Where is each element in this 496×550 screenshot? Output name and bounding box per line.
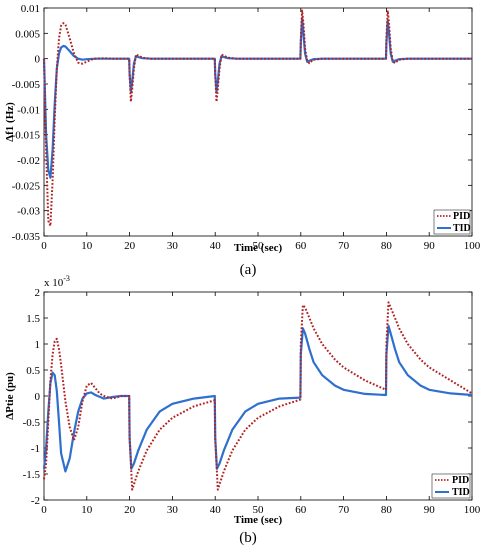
chart-a-xtick-label: 100: [464, 240, 481, 252]
chart-a-ytick-label: -0.035: [12, 231, 41, 243]
chart-a-ytick-label: 0.01: [21, 3, 40, 15]
chart-a-xtick-label: 50: [253, 240, 265, 252]
chart-b-xlabel: Time (sec): [234, 514, 283, 526]
chart-b-ytick-label: 1.5: [26, 313, 40, 325]
chart-b-ylabel: ΔPtie (pu): [4, 372, 16, 420]
chart-b-ytick-label: -1.5: [23, 469, 41, 481]
chart-b-xtick-label: 90: [424, 504, 436, 516]
chart-a-ytick-label: -0.015: [12, 130, 41, 142]
chart-b-xtick-label: 40: [210, 504, 222, 516]
chart-b-xtick-label: 20: [124, 504, 136, 516]
chart-b-ytick-label: -2: [31, 495, 40, 507]
chart-b-legend-tid-label: TID: [452, 487, 470, 498]
chart-a-xtick-label: 0: [41, 240, 47, 252]
chart-a-xtick-label: 90: [424, 240, 436, 252]
chart-b-xtick-label: 70: [338, 504, 350, 516]
chart-a-caption: (a): [240, 262, 257, 278]
chart-b-series-pid-line: [43, 301, 473, 491]
chart-b-xtick-label: 30: [167, 504, 179, 516]
chart-a-xtick-label: 60: [295, 240, 307, 252]
chart-b-ytick-label: -0.5: [23, 417, 41, 429]
chart-a-legend-tid-label: TID: [453, 223, 471, 234]
chart-a-ytick-label: 0: [35, 54, 41, 66]
chart-b-ytick-label: 0: [35, 391, 41, 403]
chart-b: 0 10 20 30 40 50 60 70 80 90 100 2 1.5 1 0.5 0 -0.5 -1 -1…: [4, 274, 481, 546]
chart-a-xlabel: Time (sec): [234, 242, 283, 254]
chart-a-xtick-label: 10: [81, 240, 93, 252]
chart-b-xtick-label: 100: [464, 504, 481, 516]
chart-a-plot-area: [43, 7, 473, 237]
chart-a: 0 10 20 30 40 50 60 70 80 90 100 0.01 0.005 0 -0.005 -…: [4, 3, 481, 278]
chart-a-ytick-label: -0.025: [12, 180, 41, 192]
chart-a-legend-pid-label: PID: [453, 211, 470, 222]
chart-a-xtick-label: 20: [124, 240, 136, 252]
chart-b-plot-area: [43, 291, 473, 501]
chart-a-ytick-label: -0.01: [17, 104, 40, 116]
chart-b-legend-box: [431, 473, 471, 499]
chart-b-xtick-label: 60: [295, 504, 307, 516]
chart-a-ytick-label: -0.02: [17, 155, 40, 167]
chart-a-ytick-label: -0.03: [17, 206, 40, 218]
chart-b-caption: (b): [239, 530, 257, 546]
chart-b-ytick-label: 0.5: [26, 365, 40, 377]
chart-a-xtick-label: 80: [381, 240, 393, 252]
chart-a-xtick-label: 40: [210, 240, 222, 252]
chart-b-legend-pid-label: PID: [452, 475, 469, 486]
chart-b-exponent: x 10-3: [44, 274, 70, 289]
chart-a-xtick-label: 30: [167, 240, 179, 252]
chart-b-ytick-label: -1: [31, 443, 40, 455]
chart-b-xtick-label: 0: [41, 504, 47, 516]
chart-a-xtick-label: 70: [338, 240, 350, 252]
chart-b-ytick-label: 2: [35, 287, 41, 299]
chart-b-xtick-label: 50: [253, 504, 265, 516]
chart-a-legend-box: [433, 209, 471, 235]
chart-b-ytick-label: 1: [35, 339, 41, 351]
chart-a-ylabel: Δf1 (Hz): [4, 102, 16, 142]
chart-a-ytick-label: -0.005: [12, 79, 41, 91]
chart-b-xtick-label: 80: [381, 504, 393, 516]
chart-a-legend: PID TID: [433, 209, 471, 235]
chart-b-xtick-label: 10: [81, 504, 93, 516]
chart-b-legend: PID TID: [431, 473, 471, 499]
chart-a-ytick-label: 0.005: [15, 28, 40, 40]
